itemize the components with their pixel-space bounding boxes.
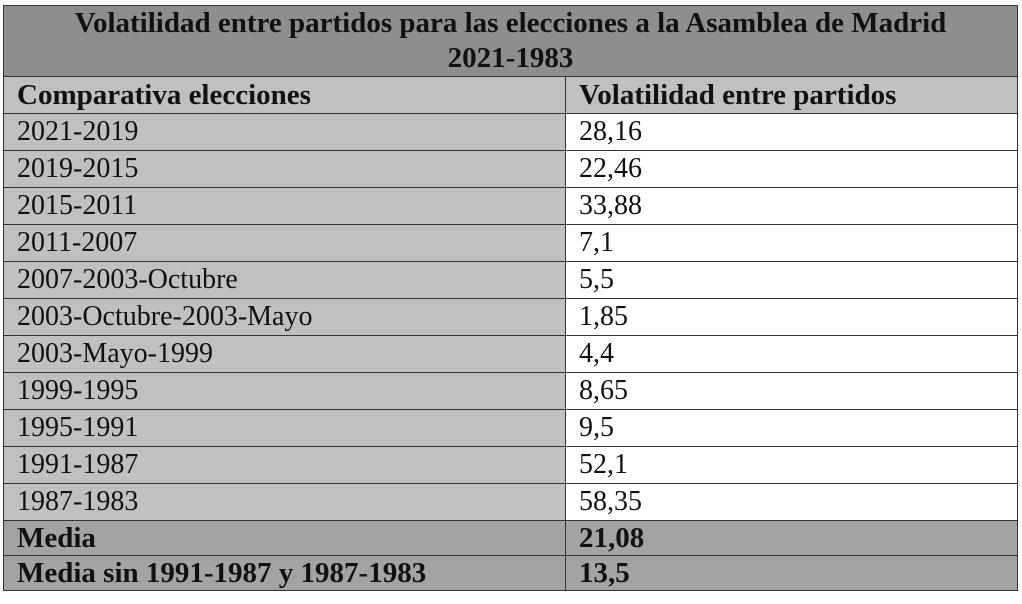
table-row: 1987-1983 58,35 [3, 483, 1018, 521]
table-row: 1995-1991 9,5 [3, 409, 1018, 447]
comparison-cell: 2015-2011 [3, 187, 566, 225]
summary-label: Media [3, 520, 566, 556]
table-row: 1999-1995 8,65 [3, 372, 1018, 410]
comparison-cell: 1999-1995 [3, 372, 566, 410]
header-row: Comparativa elecciones Volatilidad entre… [3, 76, 1018, 114]
volatility-cell: 7,1 [565, 224, 1018, 262]
table-row: 2019-2015 22,46 [3, 150, 1018, 188]
volatility-cell: 22,46 [565, 150, 1018, 188]
comparison-cell: 2007-2003-Octubre [3, 261, 566, 299]
comparison-cell: 2003-Octubre-2003-Mayo [3, 298, 566, 336]
table-title: Volatilidad entre partidos para las elec… [3, 5, 1018, 77]
summary-row: Media 21,08 [3, 520, 1018, 556]
volatility-cell: 52,1 [565, 446, 1018, 484]
volatility-cell: 58,35 [565, 483, 1018, 521]
comparison-cell: 2011-2007 [3, 224, 566, 262]
table-row: 2003-Mayo-1999 4,4 [3, 335, 1018, 373]
comparison-cell: 2019-2015 [3, 150, 566, 188]
summary-label: Media sin 1991-1987 y 1987-1983 [3, 555, 566, 591]
table-row: 2021-2019 28,16 [3, 113, 1018, 151]
volatility-cell: 5,5 [565, 261, 1018, 299]
header-comparativa: Comparativa elecciones [3, 76, 566, 114]
summary-row: Media sin 1991-1987 y 1987-1983 13,5 [3, 555, 1018, 591]
comparison-cell: 1995-1991 [3, 409, 566, 447]
volatility-cell: 4,4 [565, 335, 1018, 373]
volatility-cell: 8,65 [565, 372, 1018, 410]
table-row: 2003-Octubre-2003-Mayo 1,85 [3, 298, 1018, 336]
summary-value: 21,08 [565, 520, 1018, 556]
comparison-cell: 1987-1983 [3, 483, 566, 521]
title-line-2: 2021-1983 [447, 42, 574, 74]
volatility-cell: 28,16 [565, 113, 1018, 151]
comparison-cell: 2021-2019 [3, 113, 566, 151]
volatility-cell: 1,85 [565, 298, 1018, 336]
table-row: 1991-1987 52,1 [3, 446, 1018, 484]
summary-value: 13,5 [565, 555, 1018, 591]
volatility-table: Volatilidad entre partidos para las elec… [3, 5, 1018, 591]
table-title-row: Volatilidad entre partidos para las elec… [3, 5, 1018, 77]
table-row: 2015-2011 33,88 [3, 187, 1018, 225]
comparison-cell: 1991-1987 [3, 446, 566, 484]
header-volatilidad: Volatilidad entre partidos [565, 76, 1018, 114]
volatility-cell: 33,88 [565, 187, 1018, 225]
volatility-cell: 9,5 [565, 409, 1018, 447]
table-row: 2007-2003-Octubre 5,5 [3, 261, 1018, 299]
table-row: 2011-2007 7,1 [3, 224, 1018, 262]
title-line-1: Volatilidad entre partidos para las elec… [74, 7, 947, 39]
comparison-cell: 2003-Mayo-1999 [3, 335, 566, 373]
